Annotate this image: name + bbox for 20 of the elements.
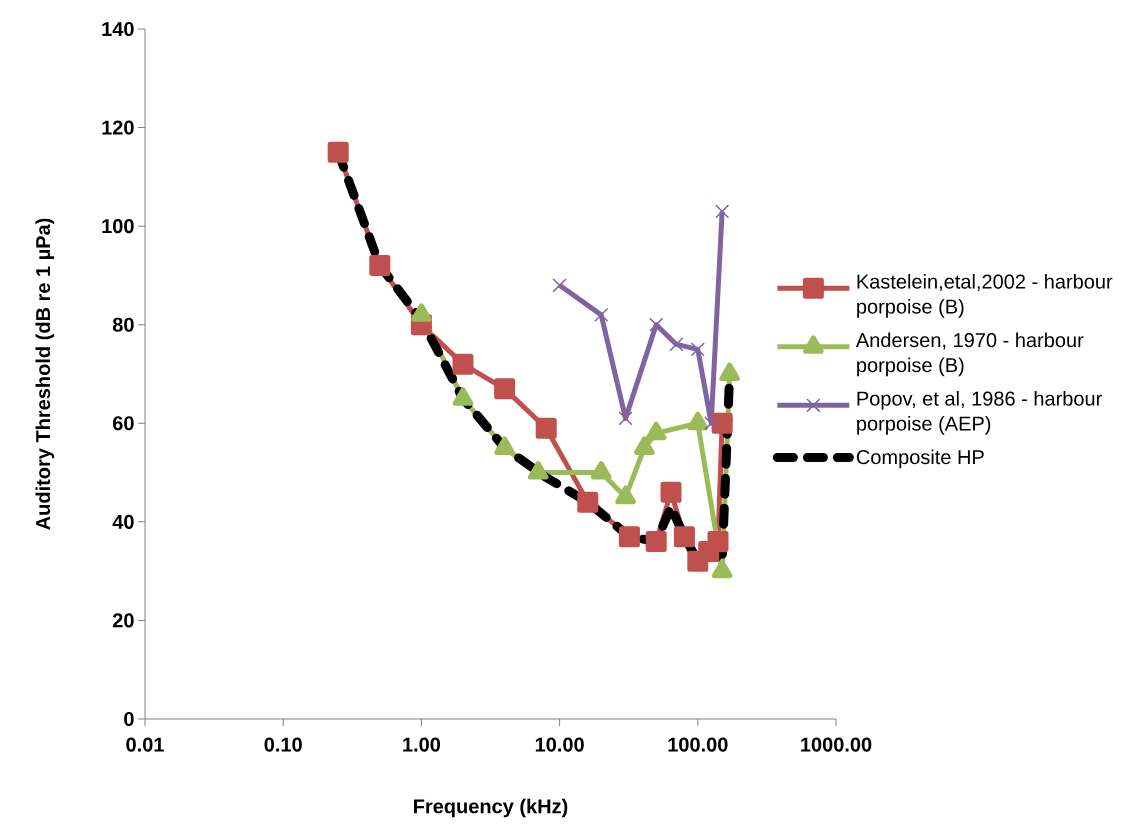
legend-label: Andersen, 1970 - harbour porpoise (B) [855, 332, 1084, 377]
y-tick-label: 140 [102, 21, 134, 37]
y-axis-title: Auditory Threshold (dB re 1 µPa) [35, 218, 55, 530]
x-tick-label: 1.00 [403, 737, 441, 752]
x-tick-label: 10.00 [535, 737, 584, 752]
y-tick-label: 20 [112, 613, 134, 628]
y-tick-label: 60 [112, 416, 134, 431]
legend-label: Popov, et al, 1986 - harbour porpoise (AEP) [857, 391, 1102, 435]
y-tick-label: 80 [112, 317, 134, 332]
y-tick-label: 120 [102, 120, 134, 135]
x-tick-label: 0.10 [264, 737, 302, 752]
legend-label: Kastelein,etal,2002 - harbour porpoise (B) [857, 274, 1113, 318]
x-tick-label: 100.00 [668, 737, 728, 752]
y-tick-label: 40 [112, 514, 134, 529]
y-tick-label: 100 [102, 219, 134, 234]
x-tick-label: 1000.00 [801, 737, 872, 752]
legend-label: Composite HP [856, 449, 984, 469]
x-tick-label: 0.01 [126, 737, 164, 752]
x-axis-title: Frequency (kHz) [414, 798, 568, 818]
y-tick-label: 0 [124, 711, 134, 727]
